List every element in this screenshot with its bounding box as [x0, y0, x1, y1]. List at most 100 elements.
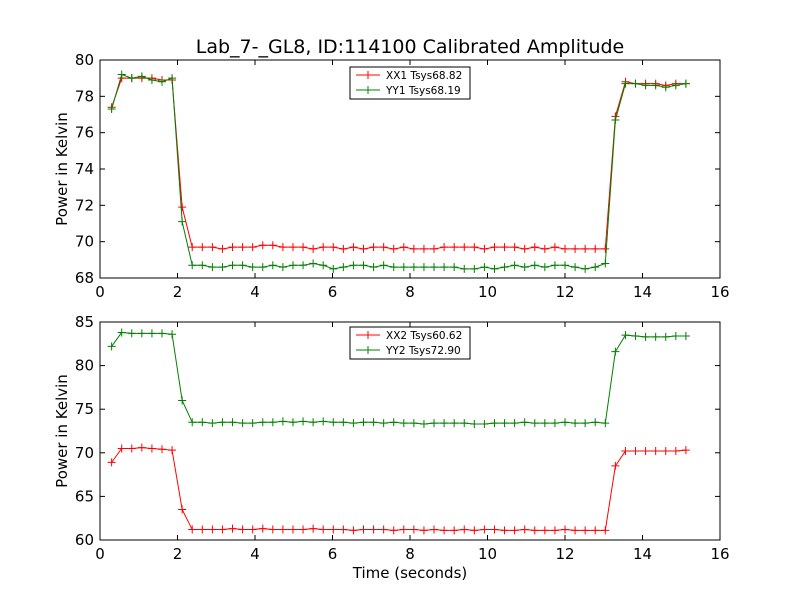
data-point	[309, 418, 318, 427]
data-point	[460, 525, 469, 534]
data-point	[520, 525, 529, 534]
series-1	[107, 74, 690, 253]
data-point	[379, 261, 388, 270]
data-point	[419, 244, 428, 253]
data-point	[127, 329, 136, 338]
data-point	[460, 264, 469, 273]
data-point	[490, 525, 499, 534]
data-point	[137, 72, 146, 81]
data-point	[188, 243, 197, 252]
data-point	[550, 243, 559, 252]
data-point	[339, 263, 348, 272]
data-point	[540, 419, 549, 428]
data-point	[168, 74, 177, 83]
data-point	[409, 419, 418, 428]
data-point	[198, 525, 207, 534]
data-point	[460, 419, 469, 428]
data-point	[681, 331, 690, 340]
data-point	[500, 243, 509, 252]
data-point	[611, 347, 620, 356]
data-point	[561, 418, 569, 427]
data-point	[601, 259, 610, 268]
data-point	[510, 419, 519, 428]
data-point	[158, 77, 166, 86]
data-point	[188, 418, 197, 427]
data-point	[137, 443, 146, 452]
data-point	[228, 418, 237, 427]
data-point	[641, 81, 650, 90]
data-point	[621, 331, 630, 340]
data-point	[349, 419, 358, 428]
legend-box	[349, 66, 471, 100]
data-point	[228, 261, 237, 270]
data-point	[540, 244, 549, 253]
data-point	[470, 264, 479, 273]
data-point	[631, 331, 640, 340]
data-point	[399, 263, 408, 272]
data-point	[379, 243, 388, 252]
y-axis-label: Power in Kelvin	[53, 374, 71, 488]
data-point	[540, 526, 549, 535]
data-point	[591, 263, 600, 272]
data-point	[661, 447, 670, 456]
x-tick-label: 12	[555, 545, 574, 563]
data-point	[258, 263, 267, 272]
data-point	[399, 525, 408, 534]
x-tick-label: 4	[250, 283, 260, 301]
data-point	[299, 243, 308, 252]
data-point	[450, 263, 459, 272]
data-point	[329, 243, 338, 252]
data-point	[238, 525, 247, 534]
data-point	[430, 263, 439, 272]
data-point	[268, 261, 277, 270]
y-tick-label: 74	[75, 160, 94, 178]
y-tick-label: 76	[75, 124, 94, 142]
data-point	[591, 418, 600, 427]
data-point	[419, 420, 428, 429]
data-point	[389, 526, 398, 535]
x-tick-label: 8	[405, 545, 415, 563]
data-point	[419, 263, 428, 272]
data-point	[641, 447, 650, 456]
data-point	[450, 526, 459, 535]
x-axis-label: Time (seconds)	[352, 564, 468, 582]
data-point	[299, 261, 308, 270]
data-point	[349, 261, 358, 270]
y-tick-label: 85	[75, 313, 94, 331]
y-tick-label: 70	[75, 233, 94, 251]
data-point	[248, 419, 257, 428]
data-point	[480, 420, 489, 429]
legend-entry: YY1 Tsys68.19	[385, 85, 461, 97]
data-point	[661, 83, 670, 92]
series-line	[111, 447, 686, 531]
data-point	[591, 526, 600, 535]
data-point	[651, 81, 660, 90]
data-point	[299, 525, 308, 534]
data-point	[178, 396, 187, 405]
data-point	[671, 447, 680, 456]
data-point	[409, 525, 418, 534]
data-point	[107, 342, 116, 351]
data-point	[369, 525, 378, 534]
data-point	[359, 418, 368, 427]
data-point	[661, 332, 670, 341]
data-point	[309, 524, 318, 533]
data-point	[389, 418, 398, 427]
data-point	[540, 263, 549, 272]
data-point	[490, 264, 499, 273]
x-tick-label: 8	[405, 283, 415, 301]
legend-marker	[364, 331, 372, 339]
data-point	[349, 526, 358, 535]
y-tick-label: 75	[75, 400, 94, 418]
data-point	[198, 418, 207, 427]
data-point	[581, 244, 590, 253]
series-2	[107, 328, 690, 429]
y-axis-label: Power in Kelvin	[53, 112, 71, 226]
data-point	[399, 419, 408, 428]
data-point	[490, 243, 499, 252]
data-point	[208, 419, 217, 428]
data-point	[178, 203, 187, 212]
data-point	[258, 241, 267, 250]
data-point	[520, 263, 529, 272]
